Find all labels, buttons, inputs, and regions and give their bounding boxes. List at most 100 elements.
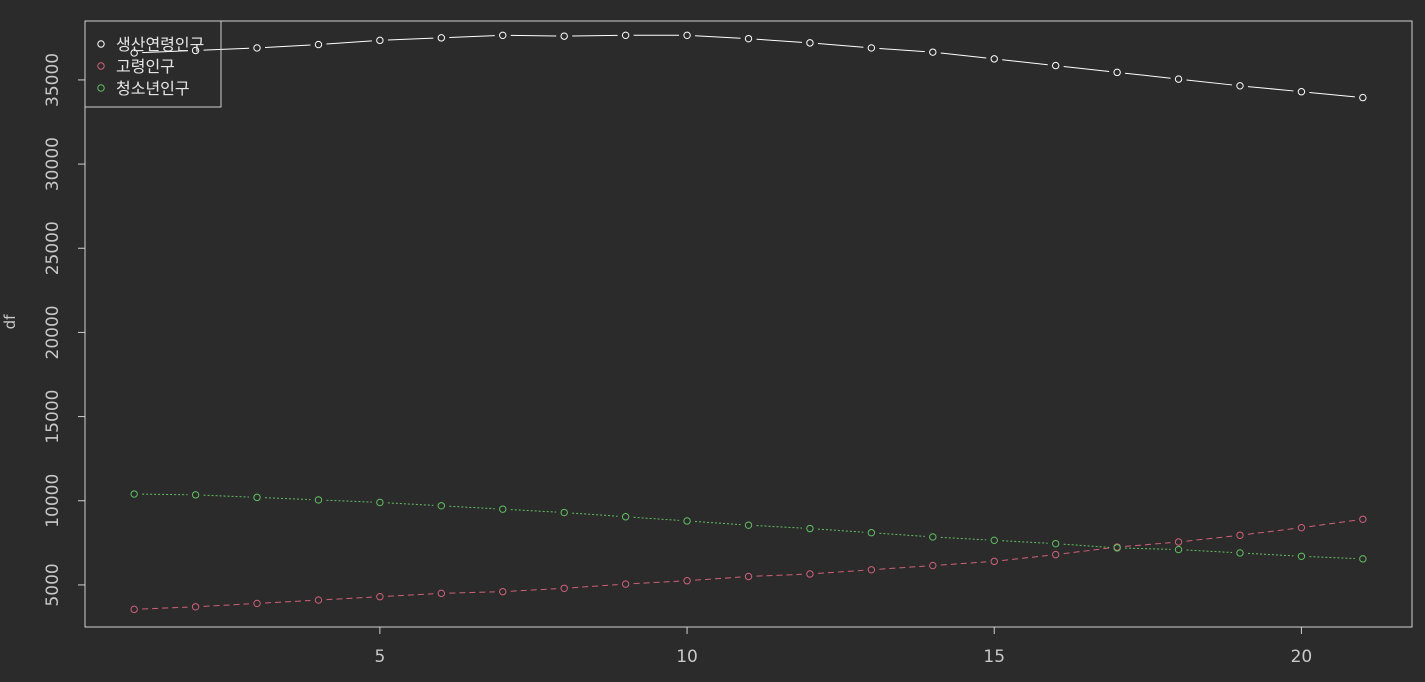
- series-segment: [1125, 547, 1171, 550]
- data-point: [253, 493, 261, 502]
- data-point: [499, 587, 507, 596]
- y-tick-label: 30000: [43, 137, 63, 191]
- data-point: [253, 599, 261, 608]
- data-point: [621, 31, 630, 40]
- data-point: [1051, 539, 1060, 548]
- data-point: [744, 572, 753, 581]
- series-segment: [449, 591, 495, 594]
- data-point: [806, 39, 814, 47]
- series-segment: [449, 505, 495, 510]
- series-segment: [879, 565, 925, 570]
- series-segment: [510, 588, 557, 592]
- data-point: [1359, 515, 1367, 523]
- data-point: [683, 517, 691, 525]
- series-segment: [695, 35, 741, 39]
- data-point: [1174, 545, 1183, 554]
- data-point: [560, 584, 568, 592]
- series-segment: [817, 43, 864, 48]
- series-segment: [326, 40, 372, 45]
- data-point: [191, 491, 200, 499]
- data-point: [1051, 61, 1060, 70]
- series-segment: [817, 528, 864, 533]
- data-point: [499, 31, 507, 40]
- series-segment: [1063, 543, 1110, 548]
- y-tick-label: 25000: [43, 221, 63, 275]
- data-point: [1236, 82, 1244, 90]
- data-point: [867, 44, 876, 52]
- data-point: [990, 536, 998, 545]
- series-segment: [203, 47, 250, 51]
- data-point: [1113, 68, 1121, 77]
- series-segment: [695, 520, 741, 526]
- series-segment: [387, 37, 434, 41]
- data-point: [376, 593, 384, 601]
- data-point: [929, 48, 937, 56]
- data-point: [806, 524, 814, 533]
- series-segment: [1125, 72, 1171, 79]
- series-segment: [1063, 65, 1110, 72]
- data-point: [1236, 549, 1244, 557]
- data-point: [1297, 523, 1306, 532]
- series-segment: [1309, 519, 1355, 528]
- data-point: [1236, 531, 1244, 539]
- series-segment: [1002, 540, 1048, 544]
- data-point: [130, 605, 138, 614]
- y-tick-label: 20000: [43, 305, 63, 359]
- data-point: [376, 36, 384, 45]
- series-segment: [142, 50, 188, 54]
- data-point: [867, 566, 876, 574]
- data-point: [314, 596, 323, 604]
- legend-marker: [97, 62, 105, 70]
- y-tick-label: 10000: [43, 474, 63, 528]
- data-point: [191, 603, 200, 611]
- series-segment: [633, 516, 680, 521]
- series-1: [130, 31, 1367, 102]
- x-tick-label: 15: [983, 647, 1005, 667]
- data-point: [1174, 538, 1183, 546]
- series-segment: [326, 596, 372, 601]
- series-segment: [203, 494, 250, 498]
- legend-label: 고령인구: [116, 57, 175, 76]
- data-point: [621, 580, 630, 588]
- data-point: [929, 561, 937, 570]
- data-point: [1113, 544, 1121, 552]
- series-segment: [142, 606, 188, 610]
- legend-marker: [97, 84, 105, 92]
- data-point: [1297, 552, 1306, 560]
- series-segment: [1186, 535, 1233, 542]
- data-point: [314, 40, 323, 49]
- series-segment: [940, 561, 987, 566]
- series-segment: [449, 35, 495, 39]
- series-2: [130, 515, 1367, 614]
- legend-label: 청소년인구: [116, 79, 190, 98]
- data-point: [437, 34, 446, 42]
- data-point: [1297, 88, 1306, 96]
- series-segment: [203, 603, 250, 607]
- data-point: [806, 570, 814, 578]
- axes: 5 10 15 20 5000 10000 15000 20000 25000 30000 3500…: [43, 20, 1413, 667]
- series-segment: [756, 38, 802, 43]
- plot-frame: [84, 20, 1413, 628]
- series-layer: [130, 31, 1367, 614]
- legend-marker: [97, 40, 105, 48]
- series-segment: [1247, 86, 1294, 92]
- series-segment: [879, 532, 925, 537]
- series-segment: [264, 44, 311, 48]
- legend-label: 생산연령인구: [116, 35, 204, 54]
- data-point: [499, 505, 507, 513]
- data-point: [1174, 75, 1183, 83]
- y-tick-label: 15000: [43, 390, 63, 444]
- series-segment: [633, 580, 680, 585]
- series-segment: [387, 593, 434, 597]
- series-segment: [387, 502, 434, 506]
- series-segment: [510, 509, 557, 513]
- data-point: [191, 46, 200, 55]
- data-point: [1051, 550, 1060, 559]
- data-point: [744, 34, 753, 43]
- series-segment: [572, 34, 618, 37]
- legend-box: [84, 20, 222, 108]
- series-segment: [1247, 528, 1294, 535]
- data-point: [560, 32, 568, 40]
